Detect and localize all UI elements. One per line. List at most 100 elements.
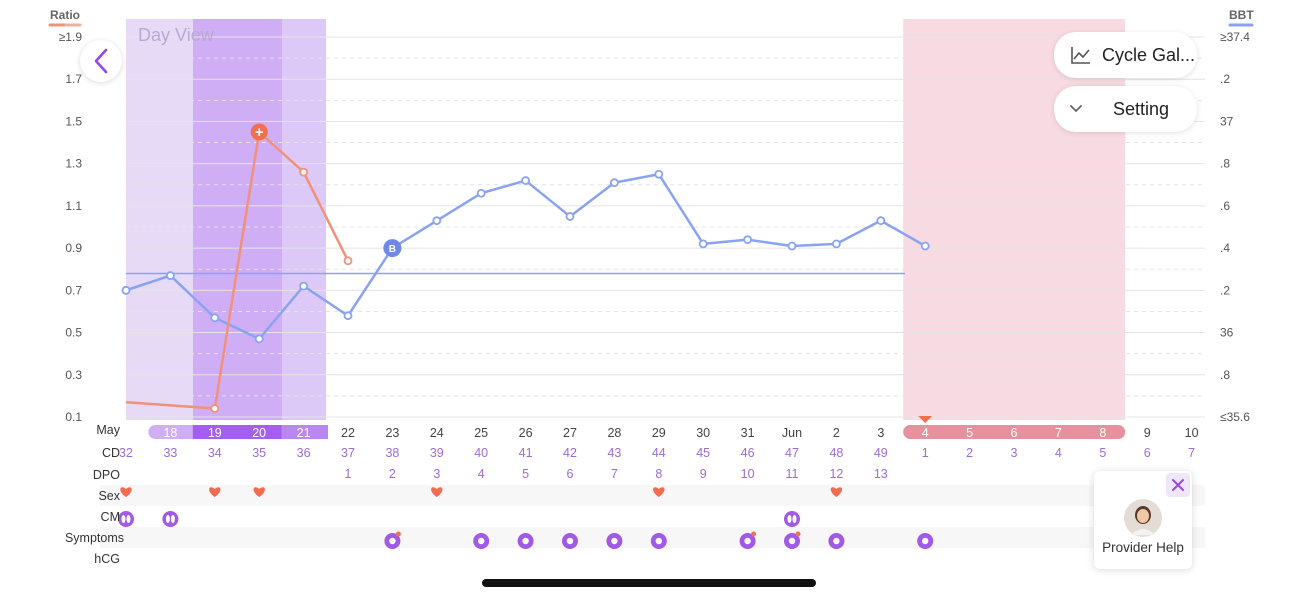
right-axis-tick: .4 <box>1220 241 1230 255</box>
right-axis-tick: .2 <box>1220 283 1230 297</box>
cd-value: 44 <box>652 446 666 460</box>
bbt-point <box>920 241 930 251</box>
cd-value: 49 <box>874 446 888 460</box>
bbt-point <box>121 285 131 295</box>
cd-value: 37 <box>341 446 355 460</box>
cd-value: 34 <box>208 446 222 460</box>
cd-value: 47 <box>785 446 799 460</box>
symptom-alert-dot <box>795 531 801 537</box>
ratio-peak-symbol: + <box>255 124 264 141</box>
date-label: 28 <box>607 426 621 440</box>
cd-value: 5 <box>1099 446 1106 460</box>
provider-help-label: Provider Help <box>1102 540 1184 555</box>
date-highlight-pill-mid <box>281 425 328 439</box>
date-label: 24 <box>430 426 444 440</box>
cd-value: 2 <box>966 446 973 460</box>
date-label: 6 <box>1011 426 1018 440</box>
bbt-point <box>743 235 752 245</box>
bbt-point <box>299 281 309 291</box>
symptom-icon <box>833 537 840 545</box>
bbt-point <box>432 216 442 226</box>
left-axis-tick: 0.1 <box>65 410 82 424</box>
cm-icon <box>787 515 792 523</box>
month-label: May <box>96 423 120 437</box>
cd-value: 38 <box>385 446 399 460</box>
date-label: 10 <box>1185 426 1199 440</box>
dpo-row-label: DPO <box>92 468 120 482</box>
date-label: 2 <box>833 426 840 440</box>
dpo-value: 3 <box>433 467 440 481</box>
cd-value: 41 <box>519 446 533 460</box>
cm-icon <box>165 515 170 523</box>
cd-value: 40 <box>474 446 488 460</box>
bbt-point <box>343 311 353 321</box>
period-start-marker <box>918 416 933 423</box>
dpo-value: 13 <box>874 467 888 481</box>
bbt-point <box>476 188 486 198</box>
date-label: 9 <box>1144 426 1151 440</box>
cd-value: 4 <box>1055 446 1062 460</box>
cd-value: 33 <box>163 446 177 460</box>
symptom-alert-dot <box>395 531 401 537</box>
bbt-point <box>787 241 797 251</box>
date-period-pill <box>903 425 1126 439</box>
setting-button[interactable]: Setting <box>1054 86 1197 132</box>
ratio-axis-title: Ratio <box>50 8 80 22</box>
date-label: 22 <box>341 426 355 440</box>
symptoms-row-label: Symptoms <box>64 531 124 545</box>
cycle-gallery-button[interactable]: Cycle Gal... <box>1054 32 1197 78</box>
left-axis-tick: 1.3 <box>65 157 82 171</box>
symptom-icon <box>389 537 396 545</box>
dpo-value: 8 <box>655 467 662 481</box>
heart-icon <box>830 487 843 497</box>
right-axis-tick: .2 <box>1220 72 1230 86</box>
setting-label: Setting <box>1113 98 1170 119</box>
date-label: 27 <box>563 426 577 440</box>
symptom-alert-dot <box>751 531 757 537</box>
cm-icon <box>170 515 175 523</box>
back-button[interactable] <box>80 40 122 82</box>
date-label: 30 <box>696 426 710 440</box>
bbt-axis-title: BBT <box>1229 8 1254 22</box>
cd-value: 35 <box>252 446 266 460</box>
cd-value: 1 <box>922 446 929 460</box>
date-label: 31 <box>741 426 755 440</box>
right-axis-tick: .6 <box>1220 199 1230 213</box>
cycle-gallery-label: Cycle Gal... <box>1102 44 1196 65</box>
cm-icon <box>162 511 179 527</box>
cm-icon <box>784 511 800 527</box>
left-axis-tick: 1.1 <box>65 199 82 213</box>
date-label: 20 <box>252 426 266 440</box>
line-chart-icon <box>1071 47 1090 64</box>
cd-value: 39 <box>430 446 444 460</box>
cd-value: 42 <box>563 446 577 460</box>
heart-icon <box>120 487 132 497</box>
provider-help-card[interactable]: Provider Help <box>1094 471 1192 569</box>
dpo-value: 7 <box>611 467 618 481</box>
date-label: 29 <box>652 426 666 440</box>
cd-row-label: CD <box>101 446 120 460</box>
cd-value: 6 <box>1144 446 1151 460</box>
bbt-point <box>210 313 220 323</box>
cd-value: 3 <box>1011 446 1018 460</box>
date-label: 25 <box>474 426 488 440</box>
symptom-icon <box>566 537 574 545</box>
right-axis-tick: ≤35.6 <box>1220 410 1250 424</box>
sex-row-label: Sex <box>98 489 120 503</box>
ratio-point <box>299 167 309 177</box>
cd-value: 32 <box>119 446 133 460</box>
right-axis-tick: 37 <box>1220 114 1234 128</box>
cd-value: 45 <box>696 446 710 460</box>
cm-icon <box>126 515 131 523</box>
symptom-icon <box>922 537 929 545</box>
bbt-point <box>565 212 575 221</box>
bbt-point <box>165 271 175 280</box>
chevron-left-icon <box>94 48 108 74</box>
bbt-point <box>698 239 708 249</box>
symptom-icon <box>744 537 751 545</box>
ratio-point <box>343 256 353 266</box>
date-label: 4 <box>922 426 929 440</box>
close-button[interactable] <box>1166 473 1190 497</box>
cd-value: 7 <box>1188 446 1195 460</box>
